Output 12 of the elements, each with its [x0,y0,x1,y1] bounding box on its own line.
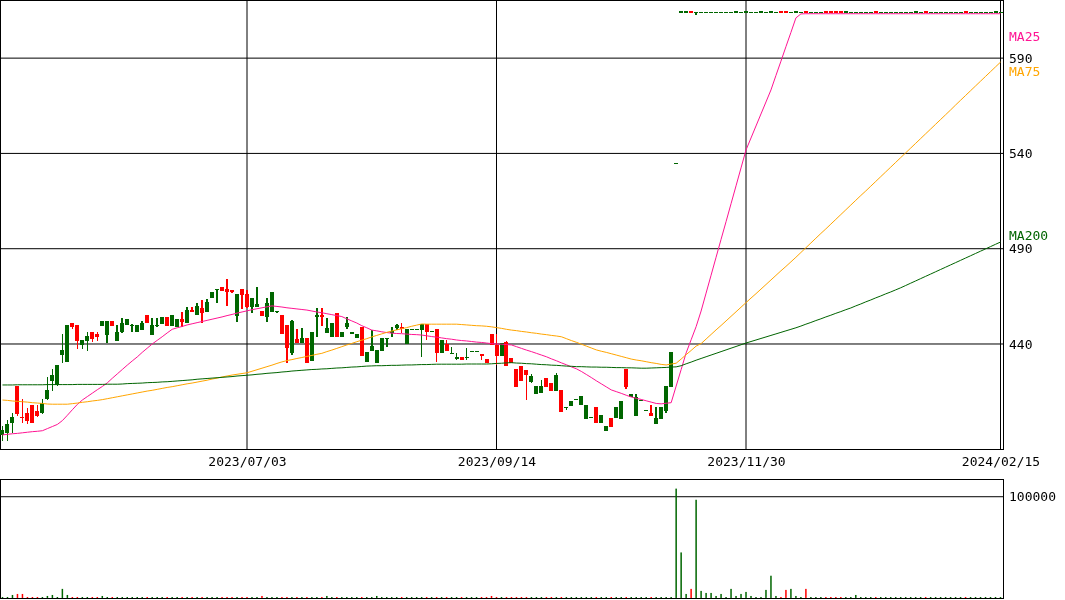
x-tick-label: 2023/07/03 [208,454,287,470]
y-tick-label: 540 [1009,146,1033,162]
y-tick-label: 440 [1009,336,1033,352]
y-tick-label: 100000 [1009,489,1056,505]
series-label: MA75 [1009,63,1041,79]
y-tick-label: 590 [1009,50,1033,66]
y-tick-label: 490 [1009,241,1033,257]
x-tick-label: 2024/02/15 [961,454,1041,470]
series-label: MA25 [1009,29,1041,45]
series-label: MA200 [1009,228,1049,244]
x-tick-label: 2023/11/30 [707,454,786,470]
x-tick-label: 2023/09/14 [457,454,537,470]
